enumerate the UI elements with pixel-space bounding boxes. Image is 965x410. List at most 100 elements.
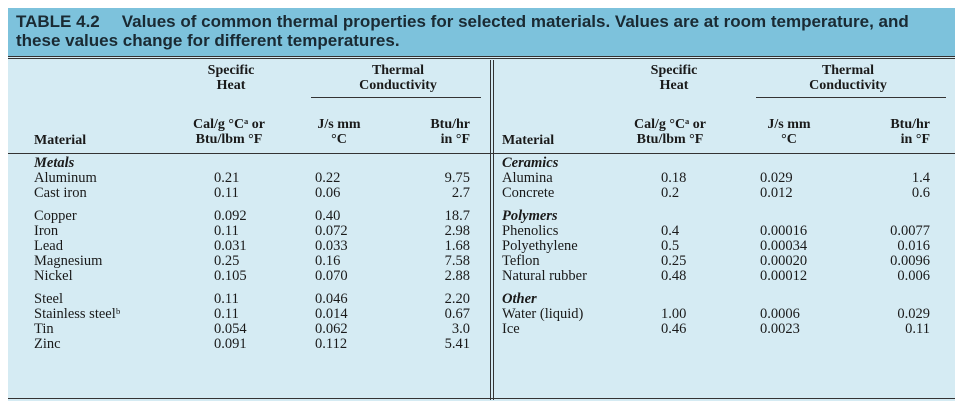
left-header-specific-heat: Specific Heat: [207, 63, 255, 93]
left-header-cal-unit: Cal/g °Cᵃ or Btu/lbm °F: [193, 117, 265, 147]
material-cell: Alumina: [502, 170, 553, 187]
left-header-btu-unit: Btu/hr in °F: [430, 117, 470, 147]
specific-heat-cell: 0.4: [661, 222, 680, 239]
js-conductivity-cell: 0.029: [760, 170, 793, 187]
btu-conductivity-cell: 0.11: [905, 321, 930, 337]
right-conductivity-underline: [756, 97, 946, 98]
category-label: Metals: [34, 155, 75, 171]
btu-conductivity-cell: 1.4: [911, 170, 930, 187]
specific-heat-cell: 0.054: [214, 321, 247, 337]
specific-heat-cell: 0.092: [214, 207, 247, 224]
specific-heat-cell: 0.5: [661, 238, 680, 254]
right-header-specific-heat: Specific Heat: [650, 63, 698, 93]
material-cell: Concrete: [502, 185, 555, 202]
right-header-material: Material: [502, 133, 555, 148]
table-number: TABLE 4.2: [16, 12, 100, 31]
material-cell: Aluminum: [34, 170, 97, 187]
btu-conductivity-cell: 0.0077: [890, 222, 930, 239]
btu-conductivity-cell: 18.7: [444, 207, 470, 224]
js-conductivity-cell: 0.012: [760, 185, 793, 202]
material-cell: Teflon: [502, 253, 540, 270]
material-cell: Steel: [34, 290, 63, 307]
js-conductivity-cell: 0.00020: [760, 253, 808, 270]
material-cell: Natural rubber: [502, 268, 587, 285]
btu-conductivity-cell: 9.75: [444, 170, 470, 187]
specific-heat-cell: 0.031: [214, 238, 247, 254]
material-cell: Ice: [502, 321, 520, 337]
js-conductivity-cell: 0.22: [315, 170, 341, 187]
category-label: Ceramics: [502, 155, 559, 171]
thermal-properties-table: TABLE 4.2 Values of common thermal proper…: [8, 8, 955, 401]
column-divider-left: [490, 60, 491, 400]
table-caption: TABLE 4.2 Values of common thermal proper…: [8, 8, 955, 56]
js-conductivity-cell: 0.0006: [760, 305, 800, 322]
js-conductivity-cell: 0.06: [315, 185, 341, 202]
material-cell: Magnesium: [34, 253, 103, 270]
header-bottom-rule: [8, 153, 955, 154]
top-rule: [8, 56, 955, 57]
specific-heat-cell: 1.00: [661, 305, 687, 322]
left-header-thermal-conductivity: Thermal Conductivity: [359, 63, 437, 93]
specific-heat-cell: 0.11: [214, 222, 239, 239]
js-conductivity-cell: 0.0023: [760, 321, 800, 337]
js-conductivity-cell: 0.046: [315, 290, 348, 307]
btu-conductivity-cell: 1.68: [444, 238, 470, 254]
material-cell: Zinc: [34, 336, 61, 353]
js-conductivity-cell: 0.072: [315, 222, 348, 239]
btu-conductivity-cell: 3.0: [451, 321, 470, 337]
btu-conductivity-cell: 0.6: [911, 185, 930, 202]
column-divider-right: [493, 60, 494, 400]
btu-conductivity-cell: 5.41: [444, 336, 470, 353]
left-header-js-unit: J/s mm °C: [317, 117, 361, 147]
specific-heat-cell: 0.11: [214, 305, 239, 322]
js-conductivity-cell: 0.033: [315, 238, 348, 254]
material-cell: Phenolics: [502, 222, 559, 239]
btu-conductivity-cell: 0.006: [897, 268, 930, 285]
material-cell: Lead: [34, 238, 63, 254]
btu-conductivity-cell: 0.67: [444, 305, 470, 322]
specific-heat-cell: 0.11: [214, 185, 239, 202]
category-label: Other: [502, 290, 537, 307]
btu-conductivity-cell: 7.58: [444, 253, 470, 270]
js-conductivity-cell: 0.40: [315, 207, 341, 224]
btu-conductivity-cell: 2.20: [444, 290, 470, 307]
table-caption-text: Values of common thermal properties for …: [16, 12, 909, 50]
top-rule-double: [8, 58, 955, 59]
specific-heat-cell: 0.2: [661, 185, 680, 202]
btu-conductivity-cell: 2.7: [451, 185, 470, 202]
right-header-thermal-conductivity: Thermal Conductivity: [809, 63, 887, 93]
specific-heat-cell: 0.25: [214, 253, 240, 270]
material-cell: Nickel: [34, 268, 73, 285]
btu-conductivity-cell: 0.029: [897, 305, 930, 322]
right-header-cal-unit: Cal/g °Cᵃ or Btu/lbm °F: [634, 117, 706, 147]
specific-heat-cell: 0.21: [214, 170, 240, 187]
specific-heat-cell: 0.11: [214, 290, 239, 307]
right-header-js-unit: J/s mm °C: [767, 117, 811, 147]
btu-conductivity-cell: 2.88: [444, 268, 470, 285]
specific-heat-cell: 0.18: [661, 170, 687, 187]
js-conductivity-cell: 0.16: [315, 253, 341, 270]
btu-conductivity-cell: 0.0096: [890, 253, 930, 270]
material-cell: Stainless steelᵇ: [34, 305, 121, 322]
left-header-material: Material: [34, 133, 87, 148]
left-conductivity-underline: [311, 97, 481, 98]
bottom-rule: [8, 398, 955, 399]
material-cell: Iron: [34, 222, 59, 239]
specific-heat-cell: 0.105: [214, 268, 247, 285]
js-conductivity-cell: 0.00016: [760, 222, 808, 239]
material-cell: Cast iron: [34, 185, 87, 202]
js-conductivity-cell: 0.112: [315, 336, 348, 353]
specific-heat-cell: 0.091: [214, 336, 247, 353]
material-cell: Tin: [34, 321, 54, 337]
specific-heat-cell: 0.46: [661, 321, 687, 337]
btu-conductivity-cell: 2.98: [444, 222, 470, 239]
specific-heat-cell: 0.25: [661, 253, 687, 270]
js-conductivity-cell: 0.062: [315, 321, 348, 337]
btu-conductivity-cell: 0.016: [897, 238, 930, 254]
js-conductivity-cell: 0.070: [315, 268, 348, 285]
category-label: Polymers: [502, 207, 558, 224]
specific-heat-cell: 0.48: [661, 268, 687, 285]
js-conductivity-cell: 0.00034: [760, 238, 808, 254]
material-cell: Polyethylene: [502, 238, 578, 254]
right-header-btu-unit: Btu/hr in °F: [890, 117, 930, 147]
